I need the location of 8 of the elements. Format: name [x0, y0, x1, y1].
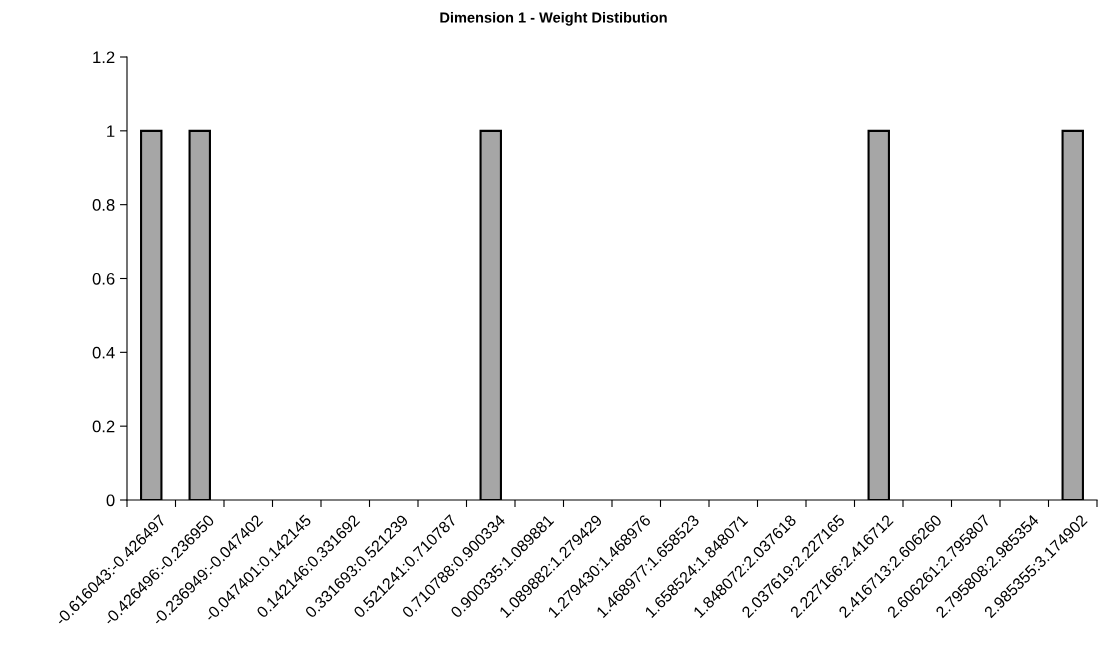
y-tick-label: 0.6 [92, 272, 115, 285]
y-tick-label: 1.2 [93, 51, 115, 64]
chart-title: Dimension 1 - Weight Distibution [440, 12, 667, 26]
y-tick-label: 0.4 [92, 346, 115, 359]
y-tick-label: 0.8 [92, 199, 115, 211]
y-tick-label: 0 [106, 494, 115, 507]
y-tick-label: 0.2 [92, 420, 115, 433]
y-tick-label: 1 [107, 125, 115, 137]
